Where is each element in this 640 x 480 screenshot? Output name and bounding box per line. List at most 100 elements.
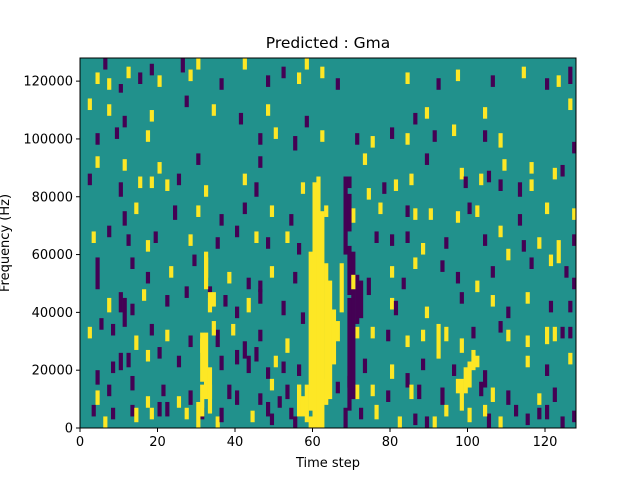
heatmap-cell bbox=[517, 182, 523, 197]
heatmap-cell bbox=[235, 349, 240, 365]
heatmap-cell bbox=[355, 326, 360, 339]
heatmap-cell bbox=[424, 306, 430, 319]
heatmap-cell bbox=[99, 318, 104, 330]
heatmap-cell bbox=[463, 176, 468, 189]
heatmap-cell bbox=[223, 295, 228, 307]
heatmap-cell bbox=[145, 396, 151, 408]
heatmap-cell bbox=[552, 387, 557, 402]
heatmap-cell bbox=[506, 306, 511, 319]
heatmap-cell bbox=[390, 297, 395, 310]
heatmap-cell bbox=[273, 355, 278, 368]
heatmap-cell bbox=[405, 231, 410, 243]
heatmap-band bbox=[204, 251, 209, 290]
heatmap-cell bbox=[145, 349, 151, 362]
heatmap-cell bbox=[161, 384, 166, 397]
heatmap-cell bbox=[149, 110, 154, 122]
heatmap-cell bbox=[390, 266, 395, 278]
heatmap-band bbox=[300, 396, 306, 417]
heatmap-cell bbox=[390, 127, 395, 139]
heatmap-cell bbox=[153, 231, 158, 243]
y-tick-label: 40000 bbox=[32, 306, 73, 321]
heatmap-cell bbox=[455, 271, 461, 284]
heatmap-cell bbox=[568, 352, 573, 365]
heatmap-band bbox=[343, 407, 348, 428]
heatmap-cell bbox=[149, 407, 154, 420]
heatmap-cell bbox=[455, 211, 461, 223]
heatmap-cell bbox=[285, 384, 290, 400]
heatmap-cell bbox=[87, 173, 92, 186]
heatmap-cell bbox=[107, 104, 112, 116]
heatmap-cell bbox=[165, 401, 170, 417]
heatmap-cell bbox=[424, 416, 430, 428]
heatmap-cell bbox=[107, 78, 112, 90]
heatmap-cell bbox=[118, 84, 123, 93]
x-axis-label: Time step bbox=[295, 456, 360, 471]
heatmap-cell bbox=[366, 188, 371, 200]
heatmap-cell bbox=[556, 75, 561, 87]
heatmap-cell bbox=[227, 271, 232, 284]
heatmap-cell bbox=[421, 329, 426, 342]
heatmap-cell bbox=[421, 243, 426, 255]
heatmap-cell bbox=[95, 390, 100, 405]
heatmap-cell bbox=[324, 205, 329, 217]
heatmap-cell bbox=[192, 254, 197, 267]
heatmap-band bbox=[304, 384, 309, 423]
heatmap-cell bbox=[173, 205, 178, 220]
heatmap-cell bbox=[196, 58, 201, 70]
x-tick-label: 20 bbox=[149, 435, 166, 450]
heatmap-band bbox=[347, 297, 352, 411]
heatmap-band bbox=[467, 361, 472, 388]
heatmap-cell bbox=[564, 266, 569, 278]
heatmap-band bbox=[328, 280, 333, 400]
heatmap-cell bbox=[111, 361, 116, 374]
heatmap-band bbox=[359, 280, 364, 319]
heatmap-cell bbox=[421, 358, 426, 371]
heatmap-cells bbox=[87, 58, 577, 428]
heatmap-cell bbox=[483, 404, 488, 417]
heatmap-cell bbox=[246, 277, 251, 290]
heatmap-cell bbox=[502, 159, 507, 171]
heatmap-cell bbox=[432, 130, 437, 142]
heatmap-cell bbox=[95, 370, 100, 385]
heatmap-cell bbox=[95, 72, 100, 85]
heatmap-cell bbox=[126, 352, 131, 368]
plot-area bbox=[79, 57, 577, 429]
heatmap-cell bbox=[111, 407, 116, 420]
heatmap-band bbox=[331, 309, 337, 365]
heatmap-cell bbox=[529, 162, 534, 174]
heatmap-cell bbox=[277, 396, 282, 408]
plot-frame bbox=[79, 57, 577, 429]
heatmap-cell bbox=[157, 347, 162, 359]
heatmap-cell bbox=[231, 323, 236, 336]
heatmap-cell bbox=[281, 66, 286, 79]
heatmap-cell bbox=[529, 179, 534, 191]
heatmap-cell bbox=[297, 364, 302, 376]
heatmap-cell bbox=[572, 234, 577, 246]
heatmap-cell bbox=[269, 205, 275, 217]
heatmap-cell bbox=[347, 176, 352, 189]
heatmap-cell bbox=[490, 295, 495, 307]
heatmap-cell bbox=[436, 323, 441, 359]
heatmap-cell bbox=[351, 208, 356, 223]
heatmap-cell bbox=[556, 240, 561, 264]
heatmap-cell bbox=[413, 208, 418, 220]
heatmap-cell bbox=[157, 162, 162, 174]
heatmap-cell bbox=[320, 130, 325, 142]
heatmap-cell bbox=[130, 257, 135, 270]
heatmap-cell bbox=[440, 387, 445, 405]
y-tick-label: 0 bbox=[65, 422, 73, 437]
heatmap-cell bbox=[506, 329, 511, 342]
heatmap-cell bbox=[300, 182, 306, 194]
heatmap-cell bbox=[122, 115, 127, 128]
heatmap-cell bbox=[250, 410, 255, 423]
heatmap-cell bbox=[118, 182, 123, 197]
heatmap-cell bbox=[297, 72, 302, 85]
heatmap-cell bbox=[405, 373, 410, 388]
heatmap-cell bbox=[293, 416, 298, 428]
heatmap-cell bbox=[440, 260, 445, 272]
heatmap-cell bbox=[498, 179, 503, 191]
heatmap-cell bbox=[149, 63, 154, 76]
heatmap-cell bbox=[145, 271, 151, 284]
heatmap-cell bbox=[572, 208, 577, 220]
